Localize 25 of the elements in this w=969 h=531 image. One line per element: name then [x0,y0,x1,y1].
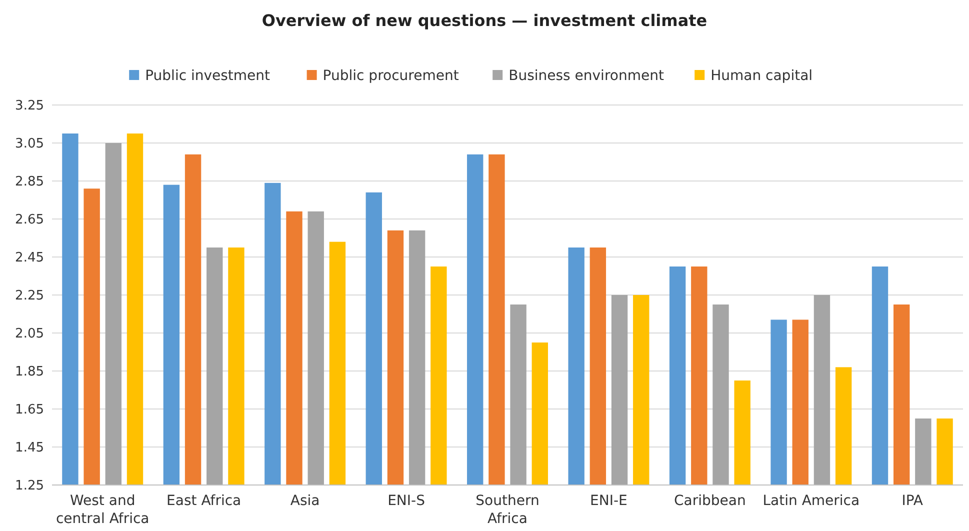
x-tick-label: Southern Africa [476,493,540,527]
y-tick-label: 2.45 [15,250,44,266]
y-tick-label: 2.85 [15,174,44,190]
x-tick-label: IPA [902,493,924,509]
chart-title: Overview of new questions — investment climate [262,11,708,30]
x-tick-label: ENI-E [590,493,628,509]
x-tick-label: Latin America [762,493,860,509]
legend-label: Business environment [508,68,664,84]
y-tick-label: 3.05 [15,136,44,152]
x-tick-label: East Africa [166,493,242,509]
y-tick-label: 1.45 [15,440,44,456]
x-tick-label: West and central Africa [56,493,150,527]
x-tick-label: Caribbean [674,493,746,509]
legend-label: Public procurement [322,68,460,84]
legend-label: Human capital [710,68,813,84]
y-tick-label: 1.25 [15,478,44,494]
x-tick-label: Asia [290,493,320,509]
y-tick-label: 3.25 [15,98,44,114]
y-tick-label: 2.05 [15,326,44,342]
y-tick-label: 2.25 [15,288,44,304]
x-tick-label: ENI-S [388,493,426,509]
y-tick-label: 2.65 [15,212,44,228]
y-tick-label: 1.65 [15,402,44,418]
legend-label: Public investment [145,68,271,84]
y-tick-label: 1.85 [15,364,44,380]
